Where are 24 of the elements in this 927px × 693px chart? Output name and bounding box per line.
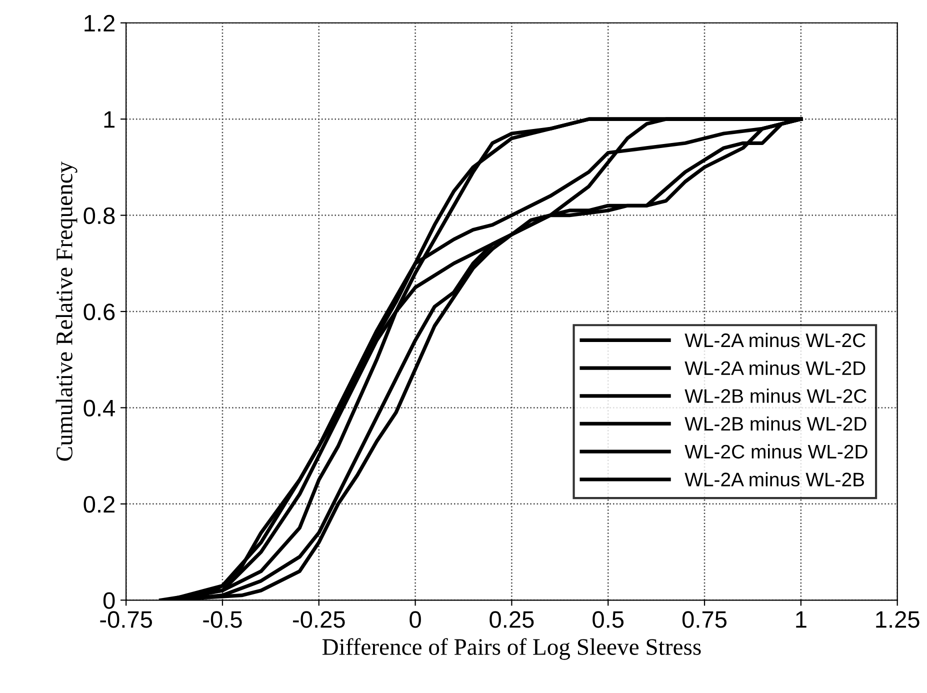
y-tick-label: 0.8 (84, 207, 115, 224)
x-tick-label: 0 (410, 611, 421, 628)
x-axis-title: Difference of Pairs of Log Sleeve Stress (322, 638, 701, 660)
x-tick-label: -0.25 (293, 611, 345, 628)
legend-label: WL-2A minus WL-2D (684, 360, 866, 376)
legend-label: WL-2A minus WL-2C (684, 332, 866, 348)
x-tick-label: 0.75 (682, 611, 727, 628)
x-tick-label: 0.25 (490, 611, 534, 628)
y-tick-label: 1 (104, 111, 115, 128)
x-tick-label: -0.5 (203, 611, 242, 628)
y-tick-label: 0.6 (84, 304, 115, 320)
x-tick-label: 0.5 (592, 611, 624, 628)
y-tick-label: 0 (103, 592, 115, 609)
legend-label: WL-2C minus WL-2D (684, 444, 868, 459)
y-tick-label: 0.2 (84, 496, 114, 513)
legend-label: WL-2B minus WL-2C (684, 388, 866, 403)
x-tick-label: -0.75 (100, 611, 152, 628)
x-tick-label: 1.25 (876, 611, 920, 628)
legend-label: WL-2B minus WL-2D (684, 416, 866, 431)
y-tick-label: 0.4 (84, 400, 115, 417)
y-axis-title: Cumulative Relative Frequency (56, 161, 78, 461)
y-tick-label: 1.2 (84, 14, 114, 32)
x-tick-label: 1 (796, 611, 806, 628)
legend-label: WL-2A minus WL-2B (684, 472, 864, 486)
